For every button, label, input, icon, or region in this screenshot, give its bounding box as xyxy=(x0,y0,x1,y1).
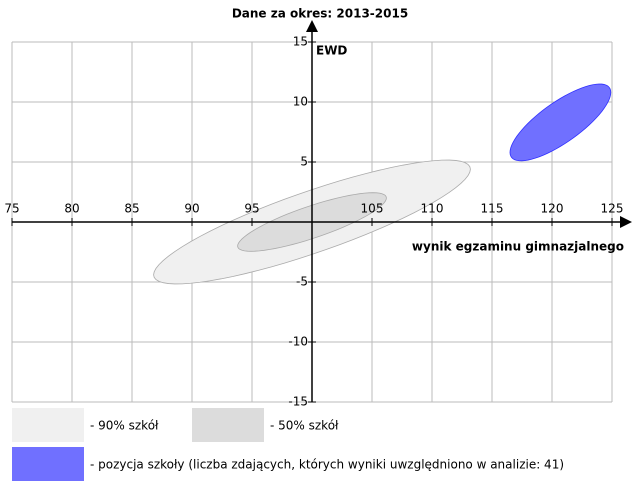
x-tick-label: 85 xyxy=(124,202,139,216)
x-tick-label: 105 xyxy=(361,202,384,216)
x-axis-label: wynik egzaminu gimnazjalnego xyxy=(412,240,624,254)
y-tick-label: -10 xyxy=(288,335,308,349)
x-tick-label: 75 xyxy=(4,202,19,216)
legend-swatch xyxy=(12,408,84,442)
chart-title: Dane za okres: 2013-2015 xyxy=(232,7,408,21)
y-tick-label: -15 xyxy=(288,395,308,409)
legend-swatch xyxy=(192,408,264,442)
y-tick-label: 10 xyxy=(293,95,308,109)
x-tick-label: 115 xyxy=(481,202,504,216)
y-tick-label: -5 xyxy=(296,275,308,289)
x-tick-label: 110 xyxy=(421,202,444,216)
y-axis-label: EWD xyxy=(316,44,347,58)
y-arrow xyxy=(306,20,318,32)
x-tick-label: 95 xyxy=(244,202,259,216)
legend-label: - 90% szkół xyxy=(90,419,159,433)
ellipse xyxy=(509,83,612,162)
legend-swatch xyxy=(12,447,84,481)
x-tick-label: 90 xyxy=(184,202,199,216)
legend-label: - 50% szkół xyxy=(270,419,339,433)
y-tick-label: 15 xyxy=(293,35,308,49)
y-tick-label: 5 xyxy=(300,155,308,169)
axes: EWD wynik egzaminu gimnazjalnego 75 80 85 9… xyxy=(4,20,632,409)
x-tick-label: 80 xyxy=(64,202,79,216)
x-arrow xyxy=(620,216,632,228)
plot xyxy=(153,83,612,285)
legend: - 90% szkół - 50% szkół - pozycja szkoły (… xyxy=(12,408,564,481)
x-tick-label: 120 xyxy=(541,202,564,216)
legend-label: - pozycja szkoły (liczba zdających, któr… xyxy=(90,458,564,472)
x-tick-label: 125 xyxy=(601,202,624,216)
